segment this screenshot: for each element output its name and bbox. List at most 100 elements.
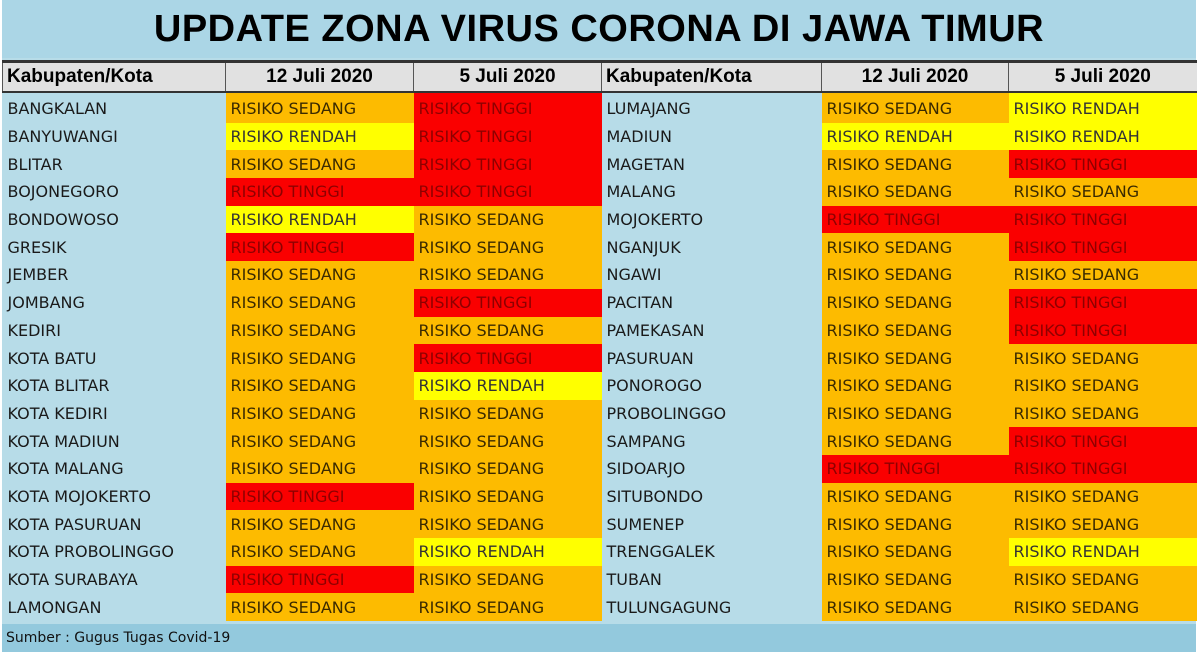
region-left-cell: KEDIRI xyxy=(7,320,61,340)
region-left-cell: BOJONEGORO xyxy=(7,182,119,202)
header-region-left: Kabupaten/Kota xyxy=(2,60,226,93)
status-12-right-sedang-cell: RISIKO SEDANG xyxy=(821,288,1009,317)
status-5-right-sedang-cell: RISIKO SEDANG xyxy=(1008,344,1197,372)
header-date-5-right: 5 Juli 2020 xyxy=(1008,60,1197,93)
status-5-right-tinggi-cell: RISIKO TINGGI xyxy=(1008,233,1197,262)
status-12-left-rendah-cell: RISIKO RENDAH xyxy=(225,205,414,234)
status-5-right-tinggi-cell: RISIKO TINGGI xyxy=(1008,316,1197,345)
status-5-left-rendah-cell: RISIKO RENDAH xyxy=(413,538,602,566)
header-region-right: Kabupaten/Kota xyxy=(601,60,822,93)
region-left-cell: BLITAR xyxy=(7,154,63,174)
region-left-cell: KOTA SURABAYA xyxy=(7,570,138,590)
region-right-cell: PACITAN xyxy=(606,293,674,313)
status-12-left-sedang-cell: RISIKO SEDANG xyxy=(225,510,414,538)
status-12-right-sedang-cell: RISIKO SEDANG xyxy=(821,427,1009,455)
status-5-right-sedang-cell: RISIKO SEDANG xyxy=(1008,178,1197,206)
region-left-cell: KOTA BLITAR xyxy=(7,376,110,396)
region-left-cell: JEMBER xyxy=(7,265,69,285)
region-right-cell: TULUNGAGUNG xyxy=(606,597,732,617)
status-5-right-tinggi-cell: RISIKO TINGGI xyxy=(1008,288,1197,317)
status-5-left-tinggi-cell: RISIKO TINGGI xyxy=(413,288,602,317)
region-right-cell: PASURUAN xyxy=(606,348,694,368)
status-12-right-sedang-cell: RISIKO SEDANG xyxy=(821,565,1009,594)
status-12-left-tinggi-cell: RISIKO TINGGI xyxy=(225,482,414,511)
status-5-right-tinggi-cell: RISIKO TINGGI xyxy=(1008,150,1197,179)
status-5-right-tinggi-cell: RISIKO TINGGI xyxy=(1008,427,1197,455)
status-12-left-tinggi-cell: RISIKO TINGGI xyxy=(225,565,414,594)
status-12-right-sedang-cell: RISIKO SEDANG xyxy=(821,399,1009,428)
status-5-right-rendah-cell: RISIKO RENDAH xyxy=(1008,122,1197,151)
status-12-left-sedang-cell: RISIKO SEDANG xyxy=(225,593,414,622)
table-row: BONDOWOSO RISIKO RENDAH RISIKO SEDANG MOJOK… xyxy=(3,205,1197,234)
region-left-cell: KOTA PASURUAN xyxy=(7,514,142,534)
status-5-left-tinggi-cell: RISIKO TINGGI xyxy=(413,150,602,179)
status-5-right-sedang-cell: RISIKO SEDANG xyxy=(1008,593,1197,622)
status-12-left-sedang-cell: RISIKO SEDANG xyxy=(225,371,414,400)
table-row: GRESIK RISIKO TINGGI RISIKO SEDANG NGANJUK R… xyxy=(3,233,1197,262)
status-12-right-sedang-cell: RISIKO SEDANG xyxy=(821,233,1009,262)
status-5-left-sedang-cell: RISIKO SEDANG xyxy=(413,593,602,622)
status-5-left-sedang-cell: RISIKO SEDANG xyxy=(413,399,602,428)
status-5-left-tinggi-cell: RISIKO TINGGI xyxy=(413,92,602,123)
status-12-left-sedang-cell: RISIKO SEDANG xyxy=(225,150,414,179)
header-date-12-right: 12 Juli 2020 xyxy=(821,60,1009,93)
status-12-left-tinggi-cell: RISIKO TINGGI xyxy=(225,178,414,206)
status-12-left-sedang-cell: RISIKO SEDANG xyxy=(225,538,414,566)
header-date-5-left: 5 Juli 2020 xyxy=(413,60,602,93)
status-12-left-tinggi-cell: RISIKO TINGGI xyxy=(225,233,414,262)
status-12-right-sedang-cell: RISIKO SEDANG xyxy=(821,178,1009,206)
table-row: KOTA MALANG RISIKO SEDANG RISIKO SEDANG SID… xyxy=(3,454,1197,483)
page-title: UPDATE ZONA VIRUS CORONA DI JAWA TIMUR xyxy=(2,0,1196,58)
region-left-cell: GRESIK xyxy=(7,237,67,257)
region-right-cell: NGAWI xyxy=(606,265,662,285)
region-left-cell: KOTA MOJOKERTO xyxy=(7,486,151,506)
zone-table: Kabupaten/Kota 12 Juli 2020 5 Juli 2020 … xyxy=(2,60,1197,622)
table-row: BANGKALAN RISIKO SEDANG RISIKO TINGGI LUMAJ… xyxy=(3,92,1197,123)
region-left-cell: KOTA MADIUN xyxy=(7,431,120,451)
status-12-right-sedang-cell: RISIKO SEDANG xyxy=(821,344,1009,372)
header-row: Kabupaten/Kota 12 Juli 2020 5 Juli 2020 … xyxy=(2,60,1197,93)
region-left-cell: JOMBANG xyxy=(7,293,85,313)
status-5-left-sedang-cell: RISIKO SEDANG xyxy=(413,261,602,289)
status-12-right-sedang-cell: RISIKO SEDANG xyxy=(821,371,1009,400)
status-12-left-sedang-cell: RISIKO SEDANG xyxy=(225,454,414,483)
status-12-right-sedang-cell: RISIKO SEDANG xyxy=(821,92,1009,123)
region-right-cell: PONOROGO xyxy=(606,376,703,396)
table-row: LAMONGAN RISIKO SEDANG RISIKO SEDANG TULUNG… xyxy=(3,593,1197,622)
region-left-cell: KOTA MALANG xyxy=(7,459,124,479)
status-12-right-sedang-cell: RISIKO SEDANG xyxy=(821,538,1009,566)
region-left-cell: BONDOWOSO xyxy=(7,210,119,230)
status-12-right-sedang-cell: RISIKO SEDANG xyxy=(821,593,1009,622)
region-right-cell: SUMENEP xyxy=(606,514,685,534)
status-12-right-sedang-cell: RISIKO SEDANG xyxy=(821,510,1009,538)
status-5-left-sedang-cell: RISIKO SEDANG xyxy=(413,316,602,345)
region-left-cell: BANGKALAN xyxy=(7,99,108,119)
region-right-cell: SITUBONDO xyxy=(606,486,704,506)
status-12-right-sedang-cell: RISIKO SEDANG xyxy=(821,150,1009,179)
table-row: KEDIRI RISIKO SEDANG RISIKO SEDANG PAMEKASA… xyxy=(3,316,1197,345)
status-12-left-sedang-cell: RISIKO SEDANG xyxy=(225,316,414,345)
region-right-cell: NGANJUK xyxy=(606,237,681,257)
table-row: KOTA MADIUN RISIKO SEDANG RISIKO SEDANG SAM… xyxy=(3,427,1197,455)
status-5-right-sedang-cell: RISIKO SEDANG xyxy=(1008,399,1197,428)
table-row: BOJONEGORO RISIKO TINGGI RISIKO TINGGI MALA… xyxy=(3,178,1197,206)
table-row: KOTA PROBOLINGGO RISIKO SEDANG RISIKO REND… xyxy=(3,538,1197,566)
table-row: KOTA BATU RISIKO SEDANG RISIKO TINGGI PASUR… xyxy=(3,344,1197,372)
region-left-cell: LAMONGAN xyxy=(7,597,102,617)
status-5-left-tinggi-cell: RISIKO TINGGI xyxy=(413,122,602,151)
status-5-left-sedang-cell: RISIKO SEDANG xyxy=(413,454,602,483)
table-row: KOTA BLITAR RISIKO SEDANG RISIKO RENDAH PON… xyxy=(3,371,1197,400)
status-5-right-rendah-cell: RISIKO RENDAH xyxy=(1008,92,1197,123)
status-5-right-sedang-cell: RISIKO SEDANG xyxy=(1008,261,1197,289)
status-5-right-sedang-cell: RISIKO SEDANG xyxy=(1008,510,1197,538)
region-right-cell: TUBAN xyxy=(606,570,662,590)
status-5-left-tinggi-cell: RISIKO TINGGI xyxy=(413,344,602,372)
status-5-left-sedang-cell: RISIKO SEDANG xyxy=(413,510,602,538)
status-12-left-sedang-cell: RISIKO SEDANG xyxy=(225,427,414,455)
table-row: JEMBER RISIKO SEDANG RISIKO SEDANG NGAWI RIS… xyxy=(3,261,1197,289)
region-left-cell: KOTA PROBOLINGGO xyxy=(7,542,174,562)
status-12-right-sedang-cell: RISIKO SEDANG xyxy=(821,261,1009,289)
table-row: KOTA SURABAYA RISIKO TINGGI RISIKO SEDANG T… xyxy=(3,565,1197,594)
region-right-cell: MOJOKERTO xyxy=(606,210,704,230)
